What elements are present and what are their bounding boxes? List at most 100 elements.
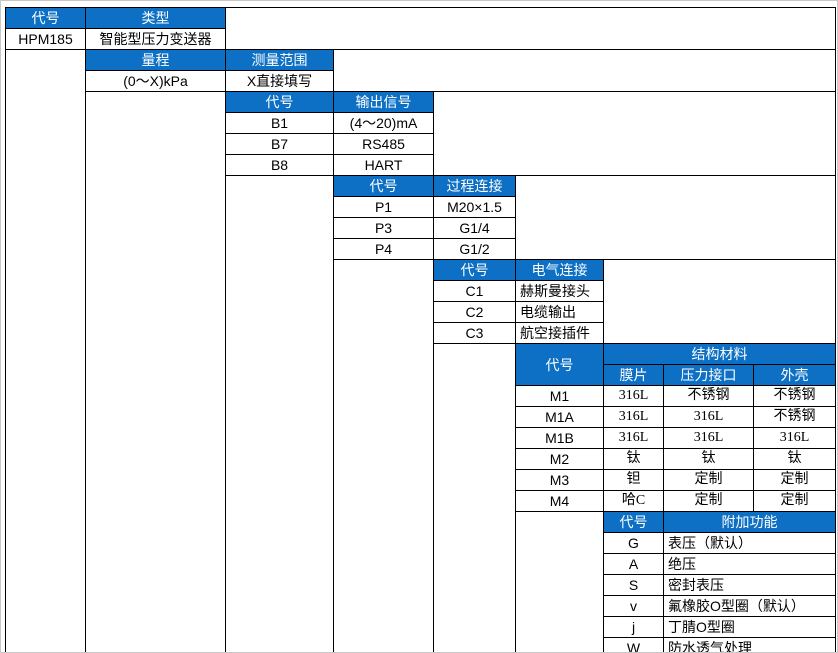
extras-code-cell: S	[603, 574, 664, 596]
extras-value-cell: 绝压	[662, 553, 837, 575]
table-row: M1B 316L 316L 316L	[6, 427, 837, 449]
material-port-cell: 定制	[663, 490, 754, 512]
output-code-cell: B8	[225, 154, 334, 176]
extras-code-cell: A	[603, 553, 664, 575]
material-housing-cell: 316L	[752, 427, 837, 449]
range-header: 量程	[85, 49, 226, 71]
materials-code-header: 代号	[515, 343, 604, 386]
output-code-cell: B7	[225, 133, 334, 155]
output-code-cell: B1	[225, 112, 334, 134]
empty-region	[515, 511, 604, 652]
extras-header: 附加功能	[662, 511, 837, 533]
process-value-cell: G1/2	[433, 238, 516, 260]
material-port-cell: 不锈钢	[663, 385, 754, 407]
empty-region	[332, 49, 837, 92]
empty-region	[225, 175, 334, 652]
extras-value-cell: 表压（默认）	[662, 532, 837, 554]
material-diaphragm-cell: 316L	[603, 385, 664, 407]
housing-column-header: 外壳	[752, 364, 837, 386]
table-row: 代号 电气连接	[6, 259, 837, 652]
electrical-connection-code-header: 代号	[433, 259, 516, 281]
type-column-header: 类型	[85, 7, 226, 29]
electrical-value-cell: 航空接插件	[515, 322, 604, 344]
electrical-value-cell: 电缆输出	[515, 301, 604, 323]
empty-region	[433, 343, 516, 652]
measure-range-header: 测量范围	[225, 49, 334, 71]
table-row: B1 (4～20)mA	[6, 112, 836, 134]
electrical-code-cell: C3	[433, 322, 516, 344]
material-code-cell: M4	[515, 490, 604, 512]
extras-code-header: 代号	[603, 511, 664, 533]
table-row: 膜片 压力接口 外壳	[6, 364, 837, 386]
extras-code-cell: j	[603, 616, 664, 638]
process-connection-code-header: 代号	[333, 175, 434, 197]
table-row: 代号 附加功能	[6, 511, 837, 652]
table-row: 代号 结构材料	[6, 343, 837, 652]
material-code-cell: M3	[515, 469, 604, 491]
extras-code-cell: v	[603, 595, 664, 617]
table-row: 量程 测量范围	[5, 49, 837, 652]
electrical-code-cell: C1	[433, 280, 516, 302]
material-code-cell: M1B	[515, 427, 604, 449]
table-row: 代号 过程连接	[6, 175, 837, 652]
process-code-cell: P4	[333, 238, 434, 260]
table-row: j 丁腈O型圈	[6, 616, 837, 638]
materials-header: 结构材料	[602, 343, 837, 365]
material-port-cell: 316L	[663, 427, 754, 449]
pressure-port-column-header: 压力接口	[663, 364, 754, 386]
empty-region	[432, 91, 837, 176]
extras-code-cell: W	[603, 637, 664, 652]
material-housing-cell: 钛	[752, 448, 837, 470]
output-value-cell: HART	[333, 154, 434, 176]
material-port-cell: 定制	[663, 469, 754, 491]
material-housing-cell: 定制	[752, 469, 837, 491]
table-row: v 氟橡胶O型圈（默认）	[6, 595, 837, 617]
material-housing-cell: 定制	[752, 490, 837, 512]
extras-value-cell: 防水透气处理	[662, 637, 837, 652]
model-type-cell: 智能型压力变送器	[85, 28, 226, 50]
range-note-cell: X直接填写	[225, 70, 334, 92]
electrical-value-cell: 赫斯曼接头	[515, 280, 604, 302]
process-connection-header: 过程连接	[433, 175, 516, 197]
material-diaphragm-cell: 316L	[603, 406, 664, 428]
material-code-cell: M1	[515, 385, 604, 407]
table-row: C3 航空接插件	[6, 322, 836, 344]
empty-region	[514, 175, 837, 260]
output-value-cell: (4～20)mA	[333, 112, 434, 134]
process-value-cell: M20×1.5	[433, 196, 516, 218]
table-row: M2 钛 钛 钛	[6, 448, 837, 470]
empty-region	[85, 91, 226, 652]
material-diaphragm-cell: 钛	[603, 448, 664, 470]
extras-value-cell: 密封表压	[662, 574, 837, 596]
table-row: M4 哈C 定制 定制	[6, 490, 837, 512]
table-row: 代号 类型	[5, 7, 837, 50]
empty-region	[5, 49, 86, 652]
electrical-code-cell: C2	[433, 301, 516, 323]
process-value-cell: G1/4	[433, 217, 516, 239]
code-column-header: 代号	[5, 7, 86, 29]
table-row: C1 赫斯曼接头	[6, 280, 836, 302]
material-code-cell: M1A	[515, 406, 604, 428]
range-value-cell: (0～X)kPa	[85, 70, 226, 92]
table-row: M1A 316L 316L 不锈钢	[6, 406, 837, 428]
output-signal-code-header: 代号	[225, 91, 334, 113]
material-diaphragm-cell: 哈C	[603, 490, 664, 512]
table-row: 代号 输出信号	[6, 91, 837, 652]
model-selection-table: 代号 类型 HPM185 智能型压力变送器 量程 测量范围 (0～X)kPa X…	[5, 7, 837, 652]
material-diaphragm-cell: 钽	[603, 469, 664, 491]
diaphragm-column-header: 膜片	[603, 364, 664, 386]
empty-region	[602, 259, 837, 344]
material-port-cell: 钛	[663, 448, 754, 470]
empty-region	[224, 7, 837, 50]
output-value-cell: RS485	[333, 133, 434, 155]
electrical-connection-header: 电气连接	[515, 259, 604, 281]
process-code-cell: P1	[333, 196, 434, 218]
material-diaphragm-cell: 316L	[603, 427, 664, 449]
extras-value-cell: 丁腈O型圈	[662, 616, 837, 638]
table-row: M1 316L 不锈钢 不锈钢	[6, 385, 837, 407]
model-code-cell: HPM185	[5, 28, 86, 50]
extras-value-cell: 氟橡胶O型圈（默认）	[662, 595, 837, 617]
material-housing-cell: 不锈钢	[752, 385, 837, 407]
